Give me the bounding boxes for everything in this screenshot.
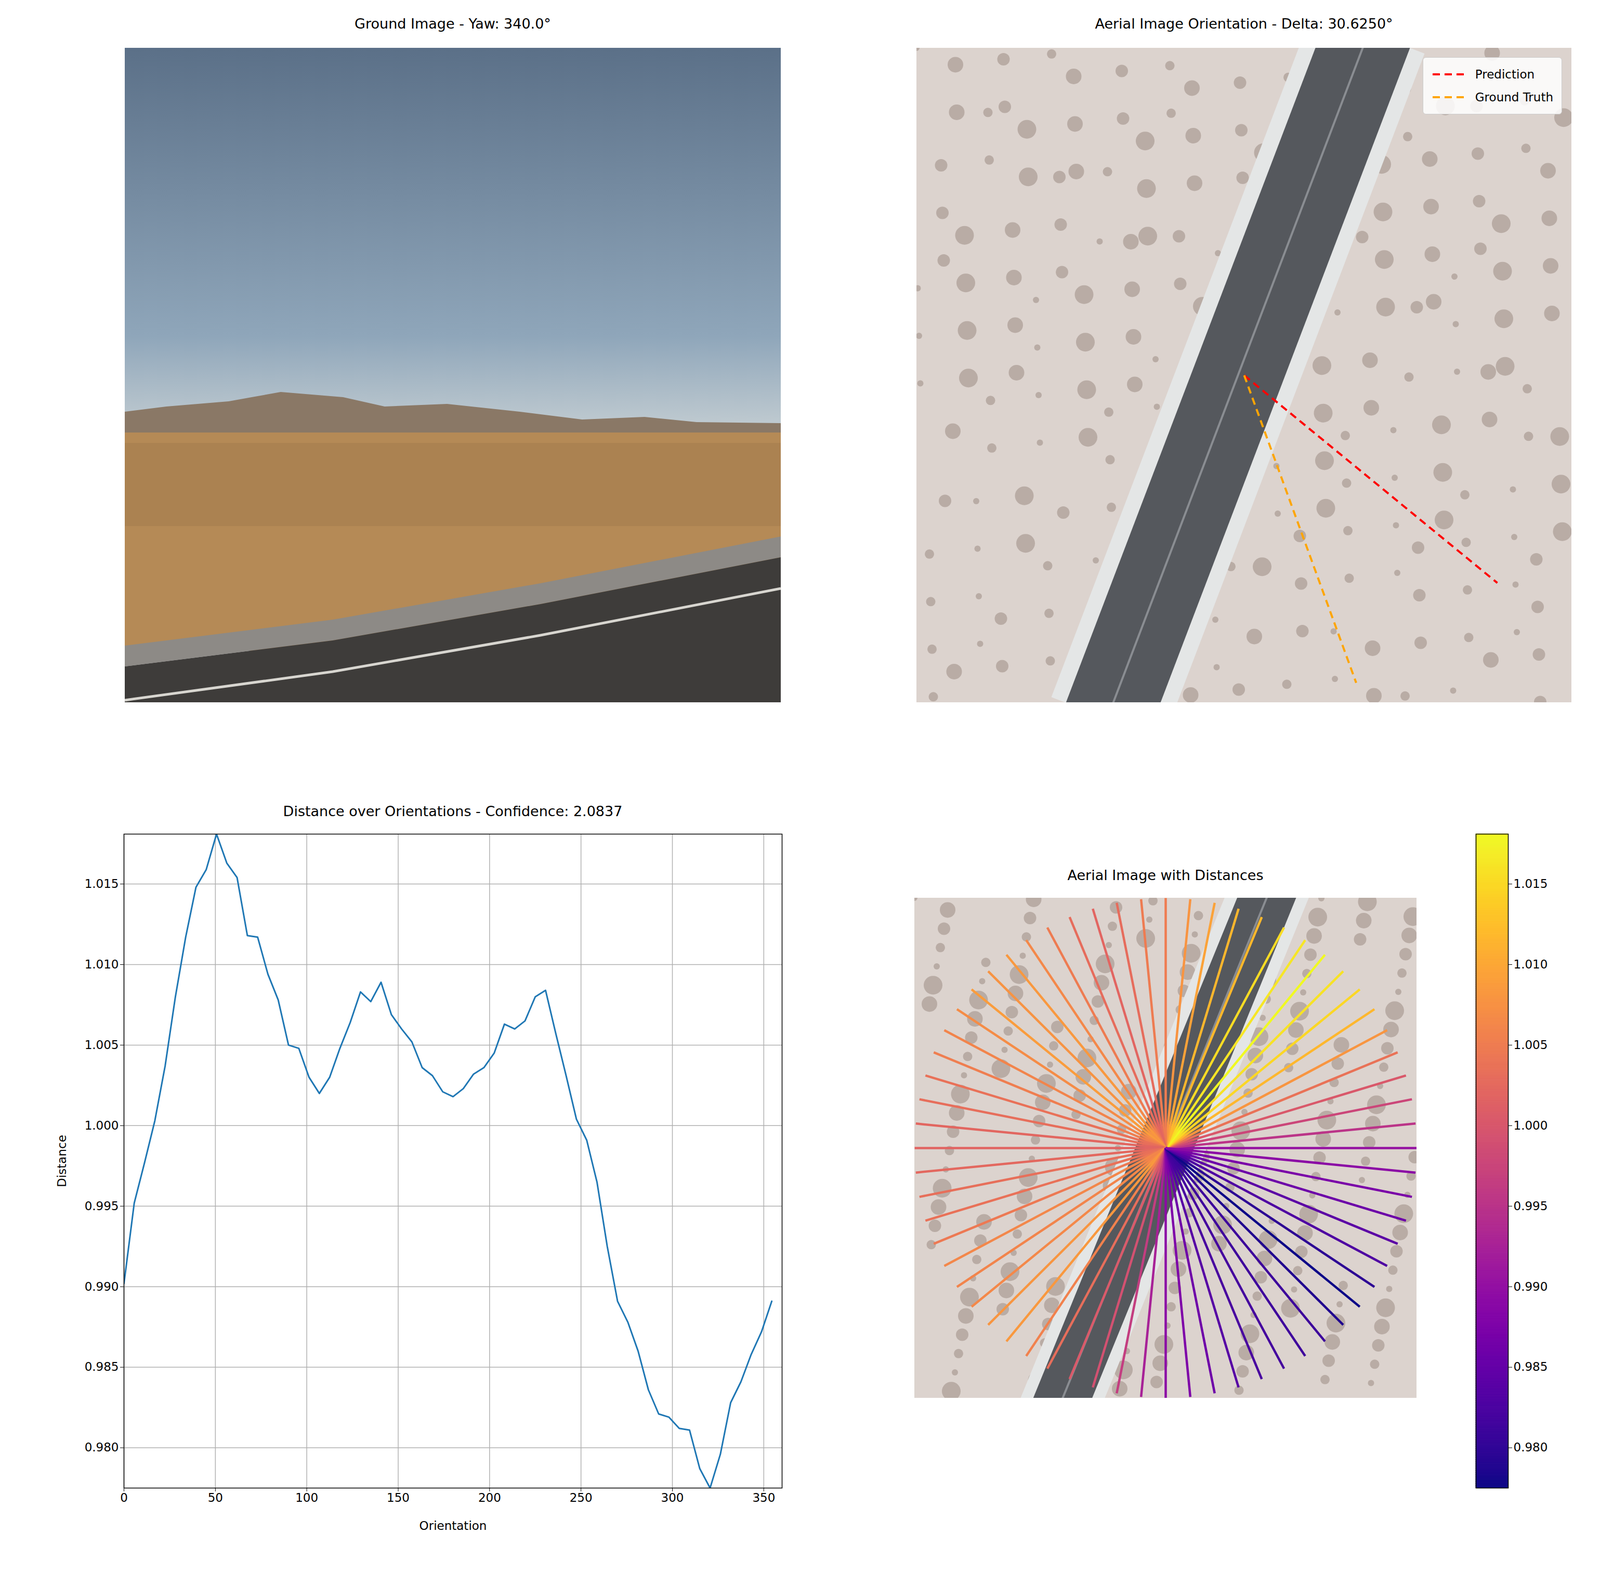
svg-text:0.985: 0.985	[1513, 1359, 1549, 1374]
svg-text:1.015: 1.015	[84, 876, 120, 891]
svg-text:250: 250	[569, 1490, 593, 1505]
svg-text:150: 150	[386, 1490, 410, 1505]
svg-text:1.010: 1.010	[1513, 957, 1549, 972]
svg-text:300: 300	[661, 1490, 685, 1505]
svg-text:0.980: 0.980	[1513, 1440, 1549, 1454]
svg-text:1.015: 1.015	[1513, 876, 1549, 891]
svg-text:0.990: 0.990	[84, 1279, 120, 1294]
svg-text:Distance: Distance	[55, 1134, 69, 1188]
html-text:Aerial Image with Distances: Aerial Image with Distances	[1067, 867, 1264, 884]
svg-text:1.000: 1.000	[1513, 1118, 1549, 1133]
html-text:Ground Truth: Ground Truth	[1475, 90, 1554, 104]
svg-text:Orientation: Orientation	[419, 1518, 488, 1533]
svg-text:0.995: 0.995	[1513, 1199, 1549, 1213]
html-text:Aerial Image Orientation - Del: Aerial Image Orientation - Delta: 30.625…	[1094, 15, 1393, 32]
svg-text:0: 0	[120, 1490, 128, 1505]
svg-text:0.990: 0.990	[1513, 1279, 1549, 1294]
svg-text:1.005: 1.005	[84, 1038, 120, 1052]
html-text:Ground Image - Yaw: 340.0°: Ground Image - Yaw: 340.0°	[354, 15, 551, 32]
svg-text:0.980: 0.980	[84, 1440, 120, 1454]
svg-text:1.005: 1.005	[1513, 1038, 1549, 1052]
svg-text:350: 350	[752, 1490, 776, 1505]
svg-text:50: 50	[207, 1490, 224, 1505]
svg-text:0.995: 0.995	[84, 1199, 120, 1213]
svg-text:100: 100	[295, 1490, 319, 1505]
svg-text:1.010: 1.010	[84, 957, 120, 972]
html-text:Distance over Orientations - C: Distance over Orientations - Confidence:…	[283, 803, 623, 820]
svg-text:200: 200	[478, 1490, 502, 1505]
svg-text:0.985: 0.985	[84, 1359, 120, 1374]
svg-text:1.000: 1.000	[84, 1118, 120, 1133]
html-text:Prediction: Prediction	[1475, 67, 1535, 82]
